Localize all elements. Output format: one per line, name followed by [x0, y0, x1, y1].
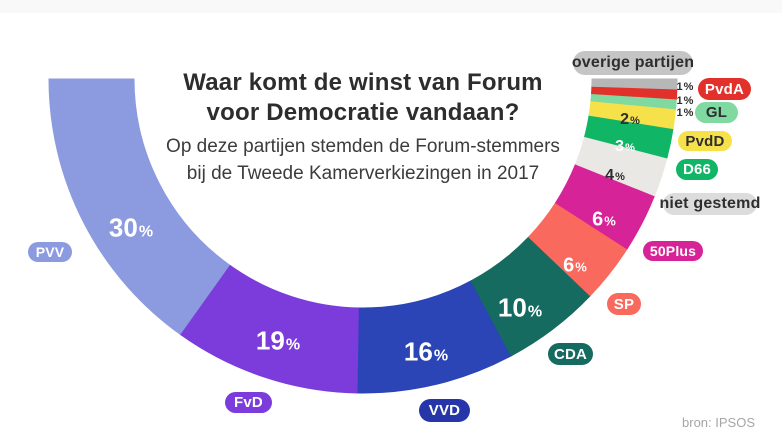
party-pill-pvda: PvdA	[698, 78, 751, 100]
party-pill-gl: GL	[695, 102, 738, 123]
percent-sign: %	[575, 259, 587, 275]
value-number: 1	[676, 81, 683, 93]
value-label-gl: 1%	[677, 107, 694, 119]
top-strip	[0, 0, 782, 13]
party-pill-pvdd: PvdD	[678, 131, 732, 151]
chart-title-line1: Waar komt de winst van Forum	[183, 69, 543, 96]
value-label-pvdd: 2%	[620, 111, 640, 129]
percent-sign: %	[138, 223, 154, 241]
percent-sign: %	[433, 347, 449, 365]
value-number: 1	[676, 107, 683, 119]
percent-sign: %	[630, 115, 640, 127]
party-pill-d66: D66	[676, 159, 718, 180]
percent-sign: %	[604, 213, 616, 229]
value-number: 30	[108, 212, 138, 243]
percent-sign: %	[615, 171, 625, 183]
value-number: 16	[403, 336, 433, 367]
party-pill-overige-partijen: overige partijen	[572, 51, 694, 75]
party-pill-niet-gestemd: niet gestemd	[659, 193, 760, 215]
value-label-sp: 6%	[563, 255, 587, 278]
value-label-vvd: 16%	[404, 337, 448, 368]
value-label-pvda: 1%	[677, 95, 694, 107]
chart-title: Waar komt de winst van Forum voor Democr…	[143, 68, 583, 128]
party-pill-cda: CDA	[548, 343, 593, 365]
percent-sign: %	[625, 142, 635, 154]
percent-sign: %	[527, 303, 543, 321]
chart-subtitle: Op deze partijen stemden de Forum-stemme…	[133, 133, 593, 187]
value-label-overige-partijen: 1%	[677, 81, 694, 93]
party-pill-fvd: FvD	[225, 392, 272, 413]
chart-subtitle-line1: Op deze partijen stemden de Forum-stemme…	[166, 136, 560, 157]
percent-sign: %	[683, 95, 694, 107]
value-number: 6	[563, 254, 575, 277]
value-number: 10	[497, 292, 527, 323]
value-number: 1	[676, 95, 683, 107]
value-label-d66: 3%	[615, 138, 635, 156]
source-label: bron: IPSOS	[682, 415, 755, 430]
value-label-cda: 10%	[498, 293, 542, 324]
party-pill-sp: SP	[607, 293, 641, 315]
value-label-50plus: 6%	[592, 209, 616, 232]
value-number: 19	[255, 325, 285, 356]
value-number: 2	[620, 111, 630, 128]
value-label-pvv: 30%	[109, 213, 153, 244]
percent-sign: %	[683, 81, 694, 93]
party-pill-pvv: PVV	[28, 242, 72, 262]
value-label-niet-gestemd: 4%	[605, 167, 625, 185]
percent-sign: %	[285, 336, 301, 354]
chart-subtitle-line2: bij de Tweede Kamerverkiezingen in 2017	[186, 163, 540, 184]
party-pill-50plus: 50Plus	[643, 241, 703, 261]
donut-segment-overige-partijen	[591, 78, 678, 90]
chart-title-line2: voor Democratie vandaan?	[206, 99, 520, 126]
value-number: 3	[615, 138, 625, 155]
value-number: 4	[605, 167, 615, 184]
percent-sign: %	[683, 107, 694, 119]
value-number: 6	[592, 208, 604, 231]
value-label-fvd: 19%	[256, 326, 300, 357]
party-pill-vvd: VVD	[419, 399, 470, 422]
